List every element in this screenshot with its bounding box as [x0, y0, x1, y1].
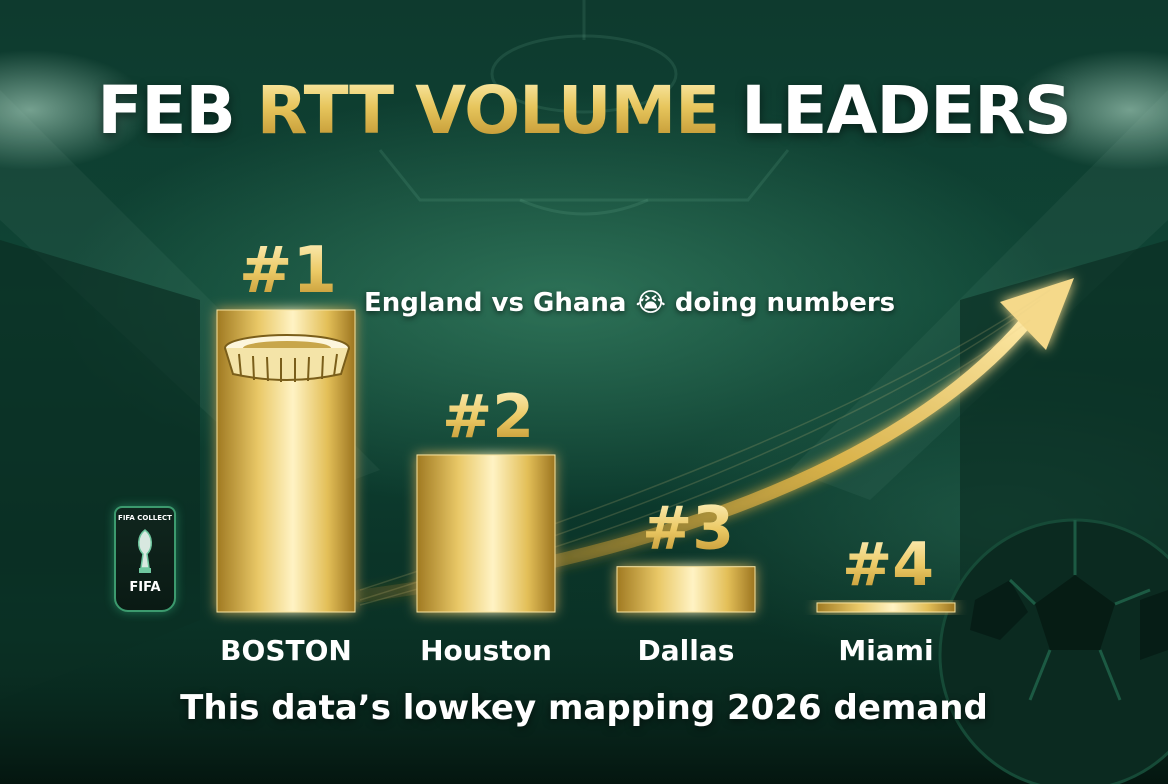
category-label: Miami — [838, 634, 933, 667]
annotation-text: England vs Ghana 😭 doing numbers — [364, 288, 896, 318]
stadium-icon — [224, 334, 350, 382]
soccer-ball-icon — [938, 518, 1168, 784]
bar-miami — [816, 602, 956, 613]
title-part-2: LEADERS — [719, 72, 1071, 149]
trophy-icon — [138, 529, 152, 573]
rank-label: #4 — [842, 530, 934, 600]
fifa-collect-badge: FIFA COLLECT FIFA — [114, 506, 176, 612]
chart-subtitle: This data’s lowkey mapping 2026 demand — [180, 688, 988, 728]
category-labels: BOSTON Houston Dallas Miami — [220, 634, 933, 667]
category-label: BOSTON — [220, 634, 352, 667]
pitch-markings — [378, 0, 790, 216]
badge-bottom-text: FIFA — [129, 580, 161, 595]
category-label: Dallas — [638, 634, 735, 667]
bar-houston — [416, 454, 556, 613]
page-title: FEB RTT VOLUME LEADERS — [0, 78, 1168, 144]
rank-label: #3 — [642, 494, 734, 564]
title-highlight: RTT VOLUME — [256, 72, 720, 149]
badge-top-text: FIFA COLLECT — [118, 514, 172, 522]
bar-dallas — [616, 566, 756, 613]
rank-label: #1 — [239, 234, 337, 308]
title-part-1: FEB — [97, 72, 257, 149]
category-label: Houston — [420, 634, 552, 667]
rank-labels: #1 #2 #3 #4 — [239, 234, 934, 600]
rank-label: #2 — [442, 382, 534, 452]
